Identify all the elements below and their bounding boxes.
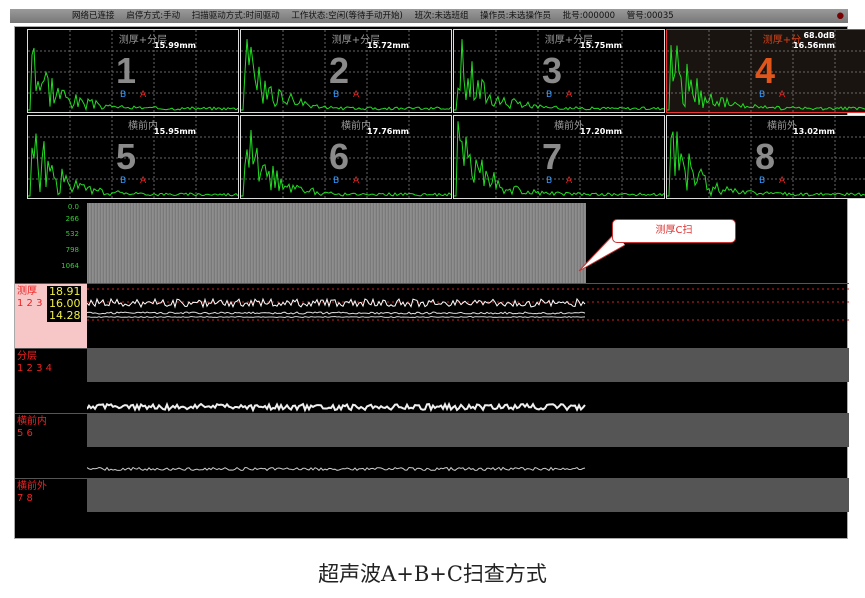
gate-b-marker: B <box>759 90 765 100</box>
c-scan-axis: 0.0 266 532 798 1064 <box>15 203 87 283</box>
strip-label: 横前外 7 8 <box>15 479 87 540</box>
network-status: 网络已连接 <box>72 11 115 21</box>
channel-thickness: 16.56mm <box>793 41 835 50</box>
a-scan-panel-8[interactable]: 横前外 13.02mm 8 B A <box>666 115 865 199</box>
scan-drive-mode: 扫描驱动方式:时间驱动 <box>192 11 280 21</box>
status-bar: 网络已连接 启停方式:手动 扫描驱动方式:时间驱动 工作状态:空闲(等待手动开始… <box>10 9 848 23</box>
c-scan-view: 0.0 266 532 798 1064 测厚C扫 <box>15 203 849 283</box>
main-display: 测厚+分层 15.99mm 1 B A 测厚+分层 15.72mm 2 B A … <box>14 26 848 539</box>
pipe-number: 管号:00035 <box>627 11 674 21</box>
gate-b-marker: B <box>333 90 339 100</box>
c-scan-callout: 测厚C扫 <box>612 219 736 243</box>
channel-number: 5 <box>116 136 136 178</box>
channel-number: 1 <box>116 50 136 92</box>
axis-tick: 1064 <box>61 262 79 270</box>
gate-b-marker: B <box>120 176 126 186</box>
b-scan-trace <box>87 468 585 471</box>
b-scan-trace <box>87 312 585 314</box>
start-stop-mode: 启停方式:手动 <box>126 11 180 21</box>
b-scan-trace <box>87 317 585 318</box>
a-scan-panel-7[interactable]: 横前外 17.20mm 7 B A <box>453 115 665 199</box>
b-scan-thickness[interactable] <box>87 284 849 348</box>
channel-gain: 68.0dB <box>803 31 835 40</box>
channel-thickness: 15.72mm <box>367 41 409 50</box>
channel-number: 7 <box>542 136 562 178</box>
b-scan-lamination[interactable] <box>87 349 849 413</box>
operator: 操作员:未选操作员 <box>480 11 551 21</box>
a-scan-panel-5[interactable]: 横前内 15.95mm 5 B A <box>27 115 239 199</box>
strip-label: 横前内 5 6 <box>15 414 87 478</box>
strip-transverse-inner: 横前内 5 6 <box>15 413 849 478</box>
work-status: 工作状态:空闲(等待手动开始) <box>291 11 403 21</box>
a-scan-panel-3[interactable]: 测厚+分层 15.75mm 3 B A <box>453 29 665 113</box>
gate-a-marker: A <box>353 176 359 186</box>
gate-b-marker: B <box>120 90 126 100</box>
channel-number: 6 <box>329 136 349 178</box>
gate-a-marker: A <box>140 176 146 186</box>
channel-number: 8 <box>755 136 775 178</box>
strip-lamination: 分层 1 2 3 4 <box>15 348 849 413</box>
strip-transverse-outer: 横前外 7 8 <box>15 478 849 540</box>
channel-thickness: 15.75mm <box>580 41 622 50</box>
a-scan-grid: 测厚+分层 15.99mm 1 B A 测厚+分层 15.72mm 2 B A … <box>27 29 849 201</box>
batch-number: 批号:000000 <box>563 11 615 21</box>
gate-b-marker: B <box>546 176 552 186</box>
channel-thickness: 15.99mm <box>154 41 196 50</box>
channel-thickness: 17.76mm <box>367 127 409 136</box>
axis-tick: 0.0 <box>68 203 79 211</box>
gate-a-marker: A <box>566 90 572 100</box>
a-scan-panel-6[interactable]: 横前内 17.76mm 6 B A <box>240 115 452 199</box>
gate-a-marker: A <box>566 176 572 186</box>
gate-a-marker: A <box>779 90 785 100</box>
axis-tick: 266 <box>66 215 79 223</box>
b-scan-transverse-inner[interactable] <box>87 414 849 478</box>
strip-label: 分层 1 2 3 4 <box>15 349 87 413</box>
axis-tick: 532 <box>66 230 79 238</box>
thickness-values: 18.91 16.00 14.28 <box>47 286 81 322</box>
a-scan-panel-1[interactable]: 测厚+分层 15.99mm 1 B A <box>27 29 239 113</box>
channel-number: 2 <box>329 50 349 92</box>
channel-thickness: 15.95mm <box>154 127 196 136</box>
caption: 超声波A+B+C扫查方式 <box>0 558 865 588</box>
a-scan-panel-2[interactable]: 测厚+分层 15.72mm 2 B A <box>240 29 452 113</box>
gate-a-marker: A <box>353 90 359 100</box>
strip-thickness: 测厚 1 2 3 18.91 16.00 14.28 <box>15 283 849 348</box>
channel-number: 4 <box>755 50 775 92</box>
b-scan-trace <box>87 404 585 410</box>
gate-a-marker: A <box>779 176 785 186</box>
gate-a-marker: A <box>140 90 146 100</box>
gate-b-marker: B <box>546 90 552 100</box>
b-scan-trace <box>87 299 585 307</box>
b-scan-transverse-outer[interactable] <box>87 479 849 540</box>
channel-number: 3 <box>542 50 562 92</box>
gate-b-marker: B <box>333 176 339 186</box>
c-scan-image[interactable] <box>87 203 586 283</box>
shift: 班次:未选班组 <box>415 11 469 21</box>
channel-thickness: 13.02mm <box>793 127 835 136</box>
channel-thickness: 17.20mm <box>580 127 622 136</box>
pin-icon[interactable]: ● <box>837 9 844 23</box>
strip-label: 测厚 1 2 3 18.91 16.00 14.28 <box>15 284 87 348</box>
axis-tick: 798 <box>66 246 79 254</box>
gate-b-marker: B <box>759 176 765 186</box>
a-scan-panel-4[interactable]: 测厚+分 68.0dB 16.56mm 4 B A <box>666 29 865 113</box>
